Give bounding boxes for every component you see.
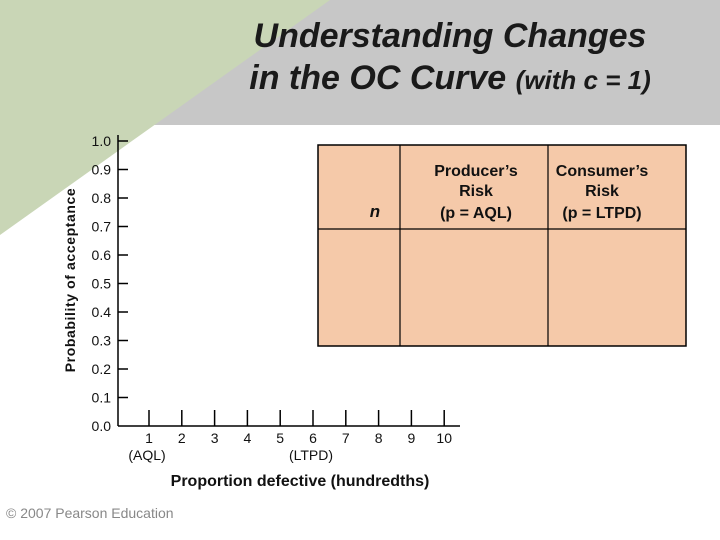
y-tick-label: 0.1 — [92, 390, 112, 406]
y-tick-label: 0.6 — [92, 247, 112, 263]
y-tick-label: 0.9 — [92, 162, 112, 178]
x-axis-label: Proportion defective (hundredths) — [171, 473, 430, 490]
x-annotation: (LTPD) — [289, 447, 333, 463]
x-tick-label: 6 — [309, 430, 317, 446]
corner-accent — [0, 0, 330, 235]
table-header-n: n — [370, 202, 380, 221]
x-tick-label: 8 — [375, 430, 383, 446]
slide-title-line1: Understanding Changes — [253, 17, 647, 55]
x-ticks: 1 2 3 4 5 6 7 8 9 10 (AQL) (LTPD) — [128, 410, 452, 463]
table-header-producer-line2: Risk — [459, 183, 493, 200]
table-header-consumer-line3: (p = LTPD) — [562, 205, 641, 222]
y-tick-label: 0.3 — [92, 333, 112, 349]
y-axis-label: Probability of acceptance — [62, 188, 78, 373]
y-tick-label: 0.0 — [92, 418, 112, 434]
x-tick-label: 5 — [276, 430, 284, 446]
data-table-box — [317, 144, 687, 347]
slide-title-line2: in the OC Curve (with c = 1) — [215, 58, 685, 100]
x-tick-label: 3 — [211, 430, 219, 446]
x-tick-label: 1 — [145, 430, 153, 446]
x-tick-label: 10 — [436, 430, 452, 446]
y-tick-label: 0.8 — [92, 190, 112, 206]
slide-title-suffix: (with c = 1) — [515, 65, 651, 95]
slide-title-line2-main: in the OC Curve — [249, 59, 507, 97]
table-header-producer-line3: (p = AQL) — [440, 205, 512, 222]
x-tick-label: 7 — [342, 430, 350, 446]
x-annotation: (AQL) — [128, 447, 165, 463]
y-tick-label: 0.2 — [92, 361, 112, 377]
table-header-producer-line1: Producer’s — [434, 163, 518, 180]
x-tick-label: 2 — [178, 430, 186, 446]
y-ticks: 0.0 0.1 0.2 0.3 0.4 0.5 0.6 0.7 0.8 0.9 1.0 — [92, 133, 128, 434]
y-tick-label: 0.4 — [92, 304, 112, 320]
table-header-consumer-line1: Consumer’s — [556, 163, 649, 180]
x-tick-label: 4 — [244, 430, 252, 446]
y-tick-label: 0.7 — [92, 219, 112, 235]
x-tick-label: 9 — [408, 430, 416, 446]
copyright: © 2007 Pearson Education — [6, 505, 174, 521]
y-tick-label: 0.5 — [92, 276, 112, 292]
y-tick-label: 1.0 — [92, 133, 112, 149]
table-header-consumer-line2: Risk — [585, 183, 619, 200]
